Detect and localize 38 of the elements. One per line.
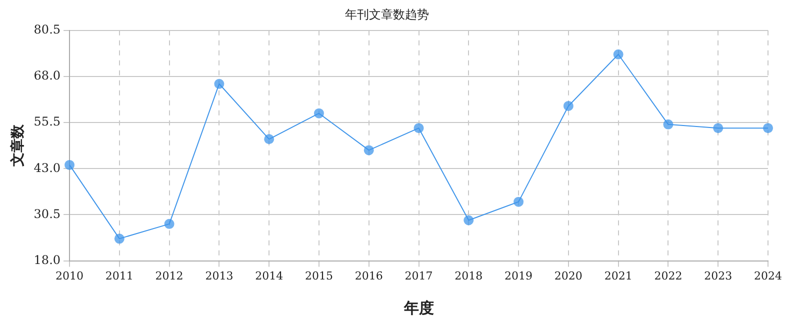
point [114, 234, 124, 244]
x-tick-label: 2024 [754, 269, 782, 282]
x-tick-label: 2016 [354, 269, 383, 282]
x-tick-label: 2013 [205, 269, 234, 282]
x-tick-label: 2022 [654, 269, 682, 282]
point [414, 123, 424, 134]
point [314, 108, 324, 118]
point [613, 49, 624, 60]
x-tick-label: 2012 [155, 269, 184, 282]
x-tick-label: 2019 [504, 269, 533, 282]
x-tick-label: 2017 [404, 269, 433, 282]
point [264, 134, 274, 144]
y-tick-label: 55.5 [34, 114, 61, 129]
point [464, 215, 474, 226]
y-tick-label: 30.5 [34, 206, 61, 221]
point [164, 218, 174, 229]
chart-title: 年刊文章数趋势 [345, 7, 429, 22]
x-tick-label: 2020 [554, 269, 582, 282]
x-tick-label: 2014 [255, 269, 284, 282]
x-tick-label: 2023 [704, 269, 732, 282]
point [214, 78, 224, 89]
y-tick-label: 43.0 [34, 160, 61, 175]
x-tick-label: 2018 [454, 269, 483, 282]
y-tick-label: 68.0 [34, 68, 61, 83]
x-tick-label: 2015 [304, 269, 333, 282]
x-tick-label: 2011 [105, 269, 134, 282]
point [663, 119, 674, 130]
point [763, 123, 773, 134]
x-axis-title: 年度 [402, 298, 434, 317]
x-tick-label: 2010 [56, 269, 84, 282]
y-tick-label: 80.5 [34, 22, 61, 37]
point [514, 196, 524, 207]
y-axis-title: 文章数 [9, 124, 26, 168]
y-tick-label: 18.0 [34, 252, 61, 267]
x-tick-label: 2021 [604, 269, 632, 282]
point [713, 123, 724, 134]
point [364, 145, 374, 156]
point [563, 100, 574, 111]
